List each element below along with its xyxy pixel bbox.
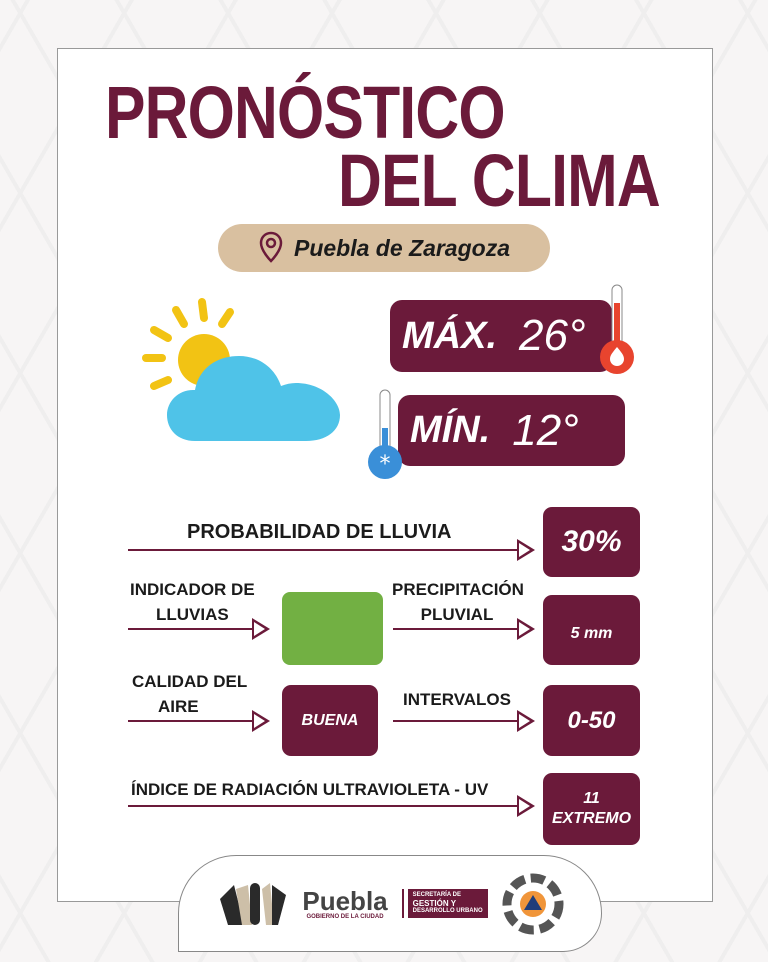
arrow-head-icon bbox=[252, 618, 270, 640]
precipitation-label: PRECIPITACIÓN PLUVIAL bbox=[392, 577, 524, 627]
arrow-line bbox=[128, 628, 253, 630]
footer-logos: Puebla GOBIERNO DE LA CIUDAD SECRETARÍA … bbox=[178, 855, 602, 952]
air-quality-label-2: AIRE bbox=[158, 697, 199, 716]
city-emblem-logo bbox=[220, 882, 287, 925]
arrow-line bbox=[128, 805, 518, 807]
puebla-logo: Puebla GOBIERNO DE LA CIUDAD bbox=[302, 888, 387, 920]
max-value: 26° bbox=[519, 311, 586, 360]
precipitation-label-1: PRECIPITACIÓN bbox=[392, 580, 524, 599]
title-line-2: DEL CLIMA bbox=[338, 139, 661, 222]
air-quality-value: BUENA bbox=[282, 685, 378, 756]
arrow-line bbox=[128, 549, 518, 551]
civil-protection-logo bbox=[502, 873, 564, 934]
rain-probability-label: PROBABILIDAD DE LLUVIA bbox=[187, 521, 452, 543]
min-temp-box: MÍN. 12° bbox=[398, 395, 625, 466]
min-value: 12° bbox=[512, 405, 579, 455]
max-label: MÁX. bbox=[402, 314, 497, 357]
intervals-label: INTERVALOS bbox=[403, 690, 511, 709]
max-temp-box: MÁX. 26° bbox=[390, 300, 612, 372]
rain-indicator-label: INDICADOR DE LLUVIAS bbox=[130, 577, 255, 627]
puebla-brand: Puebla bbox=[302, 885, 388, 916]
rain-indicator-label-2: LLUVIAS bbox=[156, 605, 229, 624]
min-label: MÍN. bbox=[410, 409, 491, 451]
arrow-head-icon bbox=[517, 539, 535, 561]
hot-thermometer-icon bbox=[600, 284, 634, 374]
rain-probability-value: 30% bbox=[543, 507, 640, 577]
secretaria-logo: SECRETARÍA DE GESTIÓN Y DESARROLLO URBAN… bbox=[401, 888, 488, 919]
intervals-value: 0-50 bbox=[543, 685, 640, 756]
arrow-line bbox=[393, 628, 518, 630]
uv-level: EXTREMO bbox=[551, 810, 632, 827]
secretaria-line-3: DESARROLLO URBANO bbox=[412, 908, 483, 915]
rain-indicator-swatch bbox=[282, 592, 383, 665]
secretaria-line-2: GESTIÓN Y bbox=[412, 898, 457, 908]
uv-value: 11 bbox=[583, 790, 600, 807]
arrow-head-icon bbox=[517, 710, 535, 732]
cold-thermometer-icon: * bbox=[368, 389, 402, 479]
arrow-head-icon bbox=[517, 795, 535, 817]
secretaria-line-1: SECRETARÍA DE bbox=[412, 891, 461, 898]
arrow-line bbox=[393, 720, 518, 722]
air-quality-label-1: CALIDAD DEL bbox=[132, 672, 248, 691]
precipitation-value: 5 mm bbox=[543, 595, 640, 665]
arrow-head-icon bbox=[517, 618, 535, 640]
precipitation-label-2: PLUVIAL bbox=[420, 605, 494, 624]
sun-behind-cloud-icon bbox=[142, 298, 340, 441]
arrow-line bbox=[128, 720, 253, 722]
uv-label: ÍNDICE DE RADIACIÓN ULTRAVIOLETA - UV bbox=[131, 780, 489, 799]
location-pill: Puebla de Zaragoza bbox=[218, 224, 550, 272]
puebla-sub: GOBIERNO DE LA CIUDAD bbox=[306, 913, 384, 920]
location-name: Puebla de Zaragoza bbox=[293, 234, 510, 261]
map-pin-icon bbox=[259, 231, 283, 263]
svg-text:*: * bbox=[380, 452, 391, 477]
air-quality-label: CALIDAD DEL AIRE bbox=[132, 669, 247, 719]
arrow-head-icon bbox=[252, 710, 270, 732]
rain-indicator-label-1: INDICADOR DE bbox=[130, 580, 255, 599]
uv-value-box: 11 EXTREMO bbox=[543, 773, 640, 845]
title-line-1: PRONÓSTICO bbox=[105, 71, 506, 154]
